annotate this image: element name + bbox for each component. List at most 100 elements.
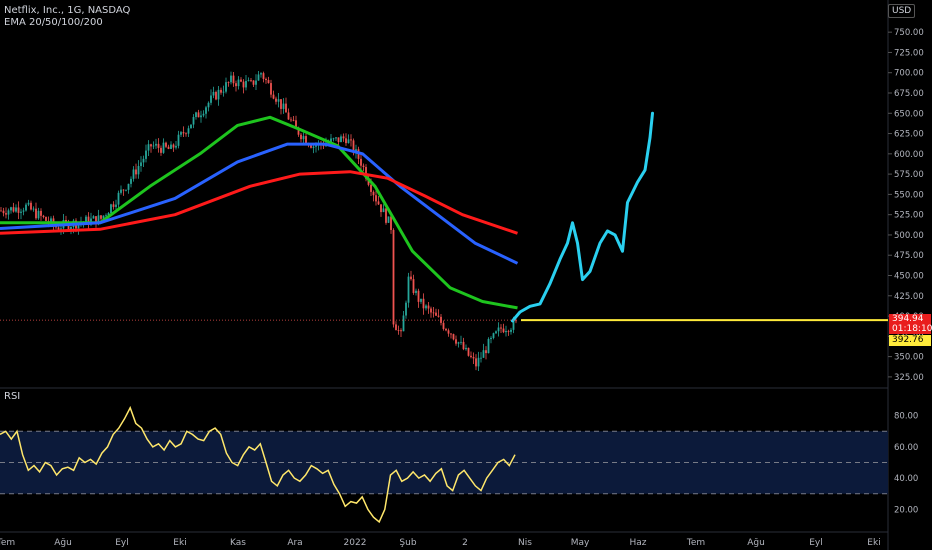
price-tick-label: 600.00	[894, 150, 924, 160]
candle-body	[77, 223, 80, 229]
candle-body	[420, 298, 422, 302]
candle-body	[37, 210, 40, 219]
candle-body	[35, 208, 37, 219]
candle-body	[192, 117, 195, 125]
candle-body	[452, 334, 455, 340]
candle-body	[180, 132, 182, 135]
candle-body	[157, 143, 160, 148]
candle-body	[492, 333, 495, 338]
candle-body	[257, 74, 260, 81]
candle-body	[120, 189, 122, 193]
candle-body	[112, 204, 115, 207]
candle-body	[150, 144, 152, 147]
candle-body	[292, 119, 295, 121]
candle-body	[50, 218, 52, 223]
candle-body	[427, 305, 430, 309]
price-tick-label: 425.00	[894, 292, 924, 302]
time-tick-label: 2	[462, 538, 468, 548]
candle-body	[352, 140, 355, 153]
time-tick-label: Haz	[629, 538, 646, 548]
candle-body	[165, 142, 167, 147]
candle-body	[247, 80, 250, 82]
candle-body	[302, 136, 305, 140]
candle-body	[472, 357, 475, 359]
candle-body	[160, 147, 162, 153]
candle-body	[240, 79, 242, 82]
candle-body	[185, 133, 187, 135]
candle-body	[510, 329, 512, 332]
candle-body	[187, 128, 190, 134]
candle-body	[300, 134, 302, 140]
candle-body	[167, 146, 170, 149]
price-tick-label: 350.00	[894, 353, 924, 363]
candle-body	[450, 333, 452, 335]
candle-body	[370, 184, 372, 192]
candle-body	[372, 191, 375, 196]
candle-body	[245, 80, 247, 88]
candle-body	[410, 276, 412, 280]
currency-badge[interactable]: USD	[888, 4, 916, 18]
price-tick-label: 650.00	[894, 109, 924, 119]
candles	[0, 70, 517, 372]
candle-body	[442, 322, 445, 329]
time-tick-label: Eki	[867, 538, 880, 548]
price-tick-label: 475.00	[894, 251, 924, 261]
time-tick-label: May	[571, 538, 590, 548]
candle-body	[425, 305, 427, 309]
time-tick-label: Şub	[399, 538, 416, 548]
candle-body	[342, 136, 345, 139]
candle-body	[12, 207, 15, 212]
candle-body	[335, 137, 337, 139]
candle-body	[275, 98, 277, 102]
candle-body	[190, 124, 192, 129]
candle-body	[65, 219, 67, 222]
candle-body	[385, 208, 387, 223]
candle-body	[455, 339, 457, 344]
candle-body	[215, 91, 217, 100]
candle-body	[202, 113, 205, 116]
candle-body	[395, 324, 397, 331]
rsi-tick-label: 80.00	[894, 412, 918, 422]
candle-body	[397, 330, 400, 331]
candle-body	[430, 308, 432, 313]
candle-body	[422, 298, 425, 309]
ema-line-2	[0, 142, 519, 265]
candle-body	[490, 337, 492, 339]
candle-body	[170, 144, 172, 149]
candle-body	[102, 215, 105, 219]
candle-body	[147, 144, 150, 151]
candle-body	[340, 136, 342, 143]
candle-body	[127, 183, 130, 190]
candle-body	[467, 347, 470, 356]
candle-body	[437, 315, 440, 317]
candle-body	[182, 132, 185, 134]
rsi-title: RSI	[4, 391, 21, 402]
candle-body	[485, 350, 487, 354]
candle-body	[155, 143, 157, 146]
candle-body	[362, 165, 365, 168]
candle-body	[280, 99, 282, 109]
candle-body	[380, 204, 382, 213]
rsi-tick-label: 40.00	[894, 474, 918, 484]
candle-body	[85, 216, 87, 222]
candle-body	[40, 210, 42, 216]
candle-body	[365, 167, 367, 179]
candle-body	[7, 210, 10, 215]
ema-line-3	[0, 170, 518, 235]
candle-body	[92, 216, 95, 219]
candle-body	[32, 208, 35, 210]
candle-body	[97, 215, 100, 225]
candle-body	[45, 216, 47, 221]
candle-body	[382, 208, 385, 213]
candle-body	[470, 355, 472, 358]
candle-body	[337, 137, 340, 143]
candle-body	[242, 81, 245, 88]
candle-body	[515, 320, 517, 322]
candle-body	[87, 216, 90, 225]
candle-body	[412, 279, 415, 293]
candle-body	[475, 358, 477, 367]
candle-body	[265, 78, 267, 81]
candle-body	[415, 290, 417, 293]
candle-body	[260, 73, 262, 75]
